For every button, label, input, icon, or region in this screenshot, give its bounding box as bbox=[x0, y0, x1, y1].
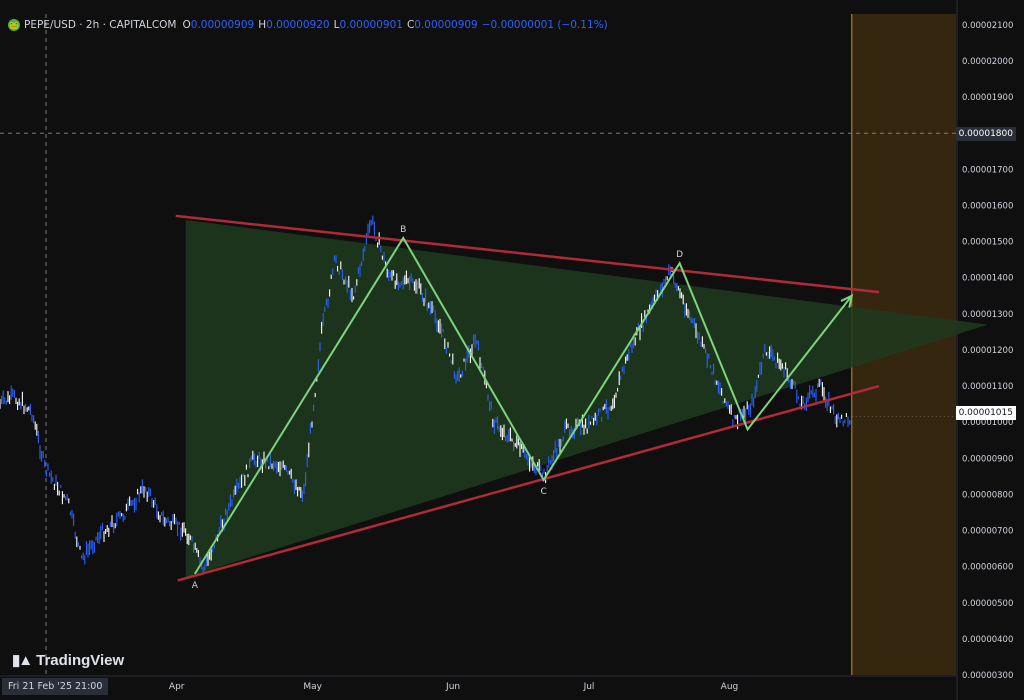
y-tick-label: 0.00000700 bbox=[962, 527, 1013, 537]
y-tick-label: 0.00001900 bbox=[962, 93, 1013, 103]
ohlc-close: 0.00000909 bbox=[414, 19, 478, 31]
y-tick-label: 0.00001000 bbox=[962, 418, 1013, 428]
y-tick-label: 0.00001100 bbox=[962, 382, 1013, 392]
wave-label-a: A bbox=[192, 581, 199, 591]
x-tick-label: Apr bbox=[169, 682, 185, 692]
tradingview-name: TradingView bbox=[36, 651, 125, 669]
x-tick-label: Jun bbox=[445, 682, 460, 692]
ohlc-high: 0.00000920 bbox=[266, 19, 330, 31]
ohlc-open: 0.00000909 bbox=[190, 19, 255, 31]
y-tick-label: 0.00001400 bbox=[962, 274, 1013, 284]
ohlc-low: 0.00000901 bbox=[339, 19, 403, 31]
y-tick-label: 0.00000600 bbox=[962, 563, 1013, 573]
y-tick-label: 0.00001700 bbox=[962, 165, 1013, 175]
crosshair-price-label: 0.00001800 bbox=[955, 127, 1016, 141]
symbol-header: 🐸 PEPE/USD · 2h · CAPITALCOM O 0.00000909… bbox=[8, 19, 608, 31]
wave-path bbox=[193, 236, 853, 575]
wave-arrow-head bbox=[840, 293, 854, 308]
wave-label-d: D bbox=[676, 250, 683, 260]
y-tick-label: 0.00001300 bbox=[962, 310, 1013, 320]
y-tick-label: 0.00000800 bbox=[962, 490, 1013, 500]
y-tick-label: 0.00002000 bbox=[962, 57, 1013, 67]
y-tick-label: 0.00001200 bbox=[962, 346, 1013, 356]
y-tick-label: 0.00001600 bbox=[962, 201, 1013, 211]
y-tick-label: 0.00000300 bbox=[962, 671, 1013, 681]
x-tick-label: Jul bbox=[583, 682, 595, 692]
y-tick-label: 0.00000900 bbox=[962, 454, 1013, 464]
y-tick-label: 0.00002100 bbox=[962, 21, 1013, 31]
y-tick-label: 0.00001500 bbox=[962, 238, 1013, 248]
symbol-title[interactable]: PEPE/USD · 2h · CAPITALCOM bbox=[24, 19, 177, 31]
triangle-lower-line bbox=[177, 384, 880, 582]
last-price-label: 0.00001015 bbox=[955, 406, 1016, 420]
y-tick-label: 0.00000500 bbox=[962, 599, 1013, 609]
triangle-fill bbox=[185, 219, 988, 578]
triangle-upper-line bbox=[175, 214, 880, 294]
ohlc-change: −0.00000001 (−0.11%) bbox=[481, 19, 608, 31]
x-tick-label: May bbox=[303, 682, 322, 692]
pepe-logo-icon: 🐸 bbox=[8, 19, 20, 31]
x-tick-label: Aug bbox=[721, 682, 739, 692]
wave-label-c: C bbox=[541, 487, 547, 497]
wave-label-b: B bbox=[400, 225, 406, 235]
y-tick-label: 0.00000400 bbox=[962, 635, 1013, 645]
tradingview-mark-icon: ▮▲ bbox=[12, 652, 33, 669]
crosshair-date-label: Fri 21 Feb '25 21:00 bbox=[2, 678, 109, 695]
tradingview-logo[interactable]: ▮▲ TradingView bbox=[12, 651, 125, 670]
